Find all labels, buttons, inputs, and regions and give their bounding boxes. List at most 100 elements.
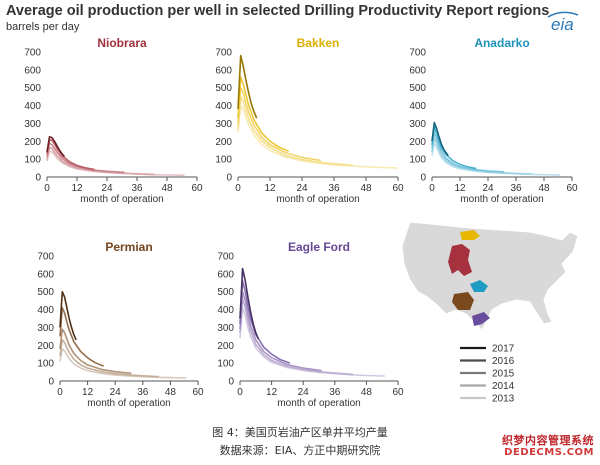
bakken-y-tick-label: 600 xyxy=(215,65,232,76)
watermark-url: DEDECMS.COM xyxy=(504,447,594,458)
anadarko-y-tick-label: 500 xyxy=(409,83,426,94)
niobrara-series-2017 xyxy=(46,136,66,158)
anadarko-x-tick-label: 0 xyxy=(429,183,435,194)
bakken-x-tick-label: 24 xyxy=(296,183,308,194)
permian-x-tick-label: 12 xyxy=(82,387,94,398)
bakken-y-tick-label: 400 xyxy=(215,101,232,112)
anadarko-x-tick-label: 12 xyxy=(454,183,466,194)
eagle-ford-region xyxy=(472,312,490,326)
eagle-ford-y-tick-label: 500 xyxy=(217,287,234,298)
legend-label-2014: 2014 xyxy=(492,381,515,392)
permian-y-tick-label: 300 xyxy=(37,323,54,334)
niobrara-x-axis-label: month of operation xyxy=(80,194,163,205)
eagle-ford-y-tick-label: 200 xyxy=(217,341,234,352)
anadarko-panel: Anadarko 0 100 200 300 400 500 600 700 0 12 24 36 48 6… xyxy=(409,36,578,205)
niobrara-y-tick-label: 0 xyxy=(35,173,41,184)
bakken-series-2014 xyxy=(237,95,353,166)
bakken-panel-title: Bakken xyxy=(297,36,340,50)
niobrara-series-2014 xyxy=(46,146,155,176)
permian-x-tick-label: 60 xyxy=(192,387,204,398)
niobrara-y-tick-label: 500 xyxy=(24,83,41,94)
niobrara-x-tick-label: 36 xyxy=(131,183,143,194)
permian-y-tick-label: 200 xyxy=(37,341,54,352)
anadarko-x-tick-label: 48 xyxy=(538,183,550,194)
bakken-series-2016 xyxy=(237,76,289,152)
niobrara-region xyxy=(448,244,472,276)
niobrara-panel-title: Niobrara xyxy=(97,36,147,50)
permian-series-2013 xyxy=(59,348,187,379)
permian-panel: Permian 0 100 200 300 400 500 600 700 0 12 24 36 48 60… xyxy=(37,240,204,409)
eagle-ford-x-tick-label: 36 xyxy=(329,387,341,398)
legend-label-2017: 2017 xyxy=(492,344,515,355)
niobrara-series-2016 xyxy=(46,138,95,171)
permian-series-2016 xyxy=(59,307,104,367)
source-note: 数据来源：EIA、方正中期研究院 xyxy=(219,444,381,457)
eagle-ford-y-tick-label: 100 xyxy=(217,359,234,370)
niobrara-y-tick-label: 400 xyxy=(24,101,41,112)
permian-x-axis-label: month of operation xyxy=(87,398,170,409)
eagle-ford-y-tick-label: 700 xyxy=(217,252,234,263)
bakken-y-tick-label: 0 xyxy=(226,173,232,184)
eagle-ford-panel-title: Eagle Ford xyxy=(288,240,350,254)
anadarko-y-tick-label: 200 xyxy=(409,137,426,148)
permian-panel-title: Permian xyxy=(105,240,152,254)
bakken-y-tick-label: 300 xyxy=(215,119,232,130)
bakken-x-tick-label: 48 xyxy=(360,183,372,194)
niobrara-x-tick-label: 60 xyxy=(191,183,203,194)
permian-x-tick-label: 48 xyxy=(165,387,177,398)
niobrara-y-tick-label: 700 xyxy=(24,48,41,59)
eagle-ford-x-tick-label: 60 xyxy=(392,387,404,398)
bakken-y-tick-label: 700 xyxy=(215,48,232,59)
eia-logo: eia xyxy=(551,15,574,34)
eagle-ford-series-2017 xyxy=(239,267,260,340)
niobrara-y-tick-label: 100 xyxy=(24,155,41,166)
bakken-y-tick-label: 100 xyxy=(215,155,232,166)
figure-caption: 图 4：美国页岩油产区单井平均产量 xyxy=(212,426,388,439)
eagle-ford-x-tick-label: 24 xyxy=(298,387,310,398)
bakken-series-2017 xyxy=(237,54,258,119)
niobrara-x-tick-label: 12 xyxy=(71,183,83,194)
bakken-series-2013 xyxy=(237,104,399,169)
watermark-text: 织梦内容管理系统 xyxy=(502,434,594,447)
permian-series-2014 xyxy=(59,339,159,378)
eagle-ford-y-tick-label: 300 xyxy=(217,323,234,334)
anadarko-y-tick-label: 400 xyxy=(409,101,426,112)
eagle-ford-x-tick-label: 12 xyxy=(266,387,278,398)
anadarko-series-2013 xyxy=(431,142,561,176)
bakken-series-2015 xyxy=(237,86,321,162)
legend-label-2013: 2013 xyxy=(492,394,515,405)
bakken-x-tick-label: 12 xyxy=(264,183,276,194)
bakken-y-tick-label: 500 xyxy=(215,83,232,94)
eagle-ford-x-axis-label: month of operation xyxy=(277,398,360,409)
anadarko-series-2017 xyxy=(431,121,449,157)
anadarko-y-tick-label: 300 xyxy=(409,119,426,130)
niobrara-y-tick-label: 300 xyxy=(24,119,41,130)
bakken-x-tick-label: 60 xyxy=(392,183,404,194)
eagle-ford-y-tick-label: 600 xyxy=(217,269,234,280)
anadarko-y-tick-label: 100 xyxy=(409,155,426,166)
anadarko-x-tick-label: 60 xyxy=(566,183,578,194)
permian-y-tick-label: 700 xyxy=(37,252,54,263)
permian-y-tick-label: 500 xyxy=(37,287,54,298)
anadarko-y-tick-label: 600 xyxy=(409,65,426,76)
bakken-region xyxy=(460,230,480,240)
eagle-ford-y-tick-label: 0 xyxy=(228,377,234,388)
eagle-ford-series-2013 xyxy=(239,307,385,377)
anadarko-x-tick-label: 36 xyxy=(510,183,522,194)
anadarko-x-tick-label: 24 xyxy=(482,183,494,194)
chart-subtitle: barrels per day xyxy=(6,21,80,33)
eagle-ford-panel: Eagle Ford 0 100 200 300 400 500 600 700 0 12 24 36 4… xyxy=(217,240,404,409)
permian-x-tick-label: 36 xyxy=(137,387,149,398)
bakken-panel: Bakken 0 100 200 300 400 500 600 700 0 12 24 36 48 60 m… xyxy=(215,36,404,205)
permian-x-tick-label: 24 xyxy=(110,387,122,398)
eagle-ford-x-tick-label: 48 xyxy=(361,387,373,398)
anadarko-region xyxy=(470,280,488,292)
niobrara-y-tick-label: 200 xyxy=(24,137,41,148)
anadarko-series-2014 xyxy=(431,136,533,175)
permian-series-2015 xyxy=(59,328,132,375)
bakken-x-tick-label: 36 xyxy=(328,183,340,194)
chart-title: Average oil production per well in selec… xyxy=(6,3,549,19)
us-map-land xyxy=(401,221,579,331)
